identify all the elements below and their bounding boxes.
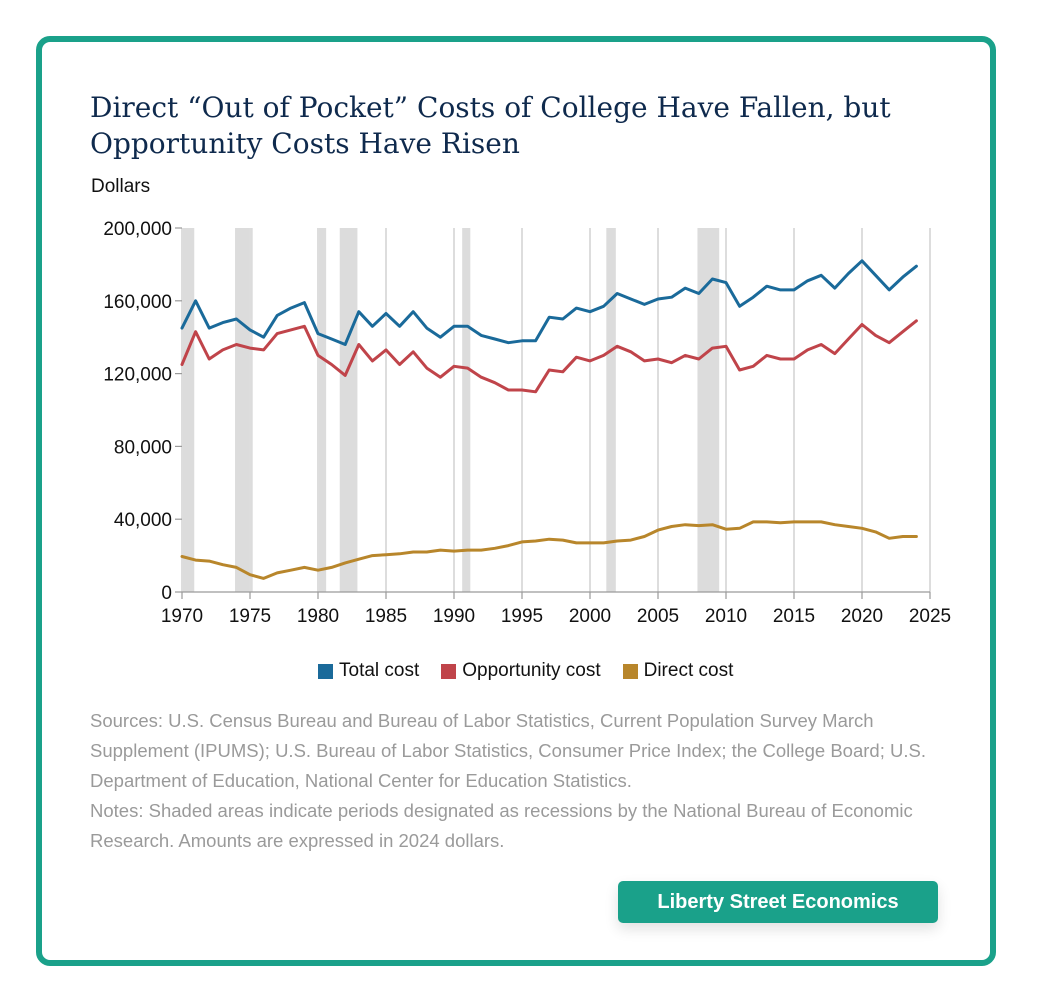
legend-swatch-direct — [622, 663, 638, 679]
brand-badge[interactable]: Liberty Street Economics — [618, 881, 938, 923]
recession-band-3 — [339, 228, 358, 592]
x-tick-label-3: 1985 — [365, 606, 407, 627]
series-line-opportunity-cost — [180, 319, 918, 394]
legend-swatch-opportunity — [441, 663, 457, 679]
sources-text: Sources: U.S. Census Bureau and Bureau o… — [90, 710, 926, 791]
legend-swatch-total — [318, 663, 333, 679]
legend-label-direct: Direct cost — [643, 660, 734, 681]
x-tick-label-1: 1975 — [229, 606, 271, 627]
legend-label-total: Total cost — [339, 660, 420, 681]
recession-band-4 — [462, 228, 471, 592]
y-axis-unit-label: Dollars — [91, 176, 151, 197]
line-chart: 0 40,000 80,000 120,000 160,000 200,000 1970 19… — [103, 219, 951, 627]
chart-legend: Total cost Opportunity cost Direct cost — [318, 660, 733, 682]
x-tick-label-7: 2005 — [637, 606, 679, 627]
y-tick-label-3: 120,000 — [103, 365, 172, 386]
x-tick-label-6: 2000 — [569, 606, 611, 627]
y-tick-label-5: 200,000 — [103, 219, 172, 240]
y-tick-label-0: 0 — [161, 583, 172, 604]
x-tick-label-8: 2010 — [705, 606, 747, 627]
y-tick-label-4: 160,000 — [103, 292, 172, 313]
x-tick-label-9: 2015 — [773, 606, 815, 627]
x-tick-label-5: 1995 — [501, 606, 543, 627]
x-tick-label-4: 1990 — [433, 606, 475, 627]
x-tick-label-0: 1970 — [161, 606, 203, 627]
chart-title: Direct “Out of Pocket” Costs of College … — [90, 91, 891, 160]
legend-item-total: Total cost — [318, 660, 419, 682]
series-line-direct-cost — [180, 520, 918, 580]
recession-band-1 — [235, 228, 253, 592]
recession-band-2 — [318, 228, 327, 592]
legend-item-direct: Direct cost — [622, 660, 734, 682]
source-notes: Sources: U.S. Census Bureau and Bureau o… — [90, 706, 930, 856]
legend-label-opportunity: Opportunity cost — [462, 660, 601, 681]
y-tick-label-2: 80,000 — [114, 437, 172, 458]
recession-band-6 — [697, 228, 720, 592]
legend-item-opportunity: Opportunity cost — [441, 660, 601, 682]
x-tick-label-10: 2020 — [841, 606, 883, 627]
recession-band-5 — [606, 228, 616, 592]
x-tick-label-2: 1980 — [297, 606, 339, 627]
chart-card: Direct “Out of Pocket” Costs of College … — [36, 36, 996, 966]
notes-text: Notes: Shaded areas indicate periods des… — [90, 800, 913, 851]
recession-band-0 — [182, 228, 195, 592]
series-line-total-cost — [180, 259, 918, 346]
x-tick-label-11: 2025 — [909, 606, 951, 627]
y-tick-label-1: 40,000 — [114, 510, 172, 531]
